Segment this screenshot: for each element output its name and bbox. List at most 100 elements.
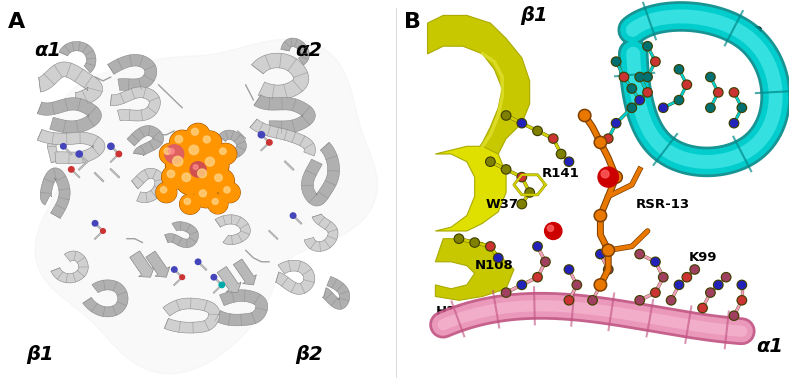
Circle shape <box>737 296 746 305</box>
Circle shape <box>739 297 746 304</box>
Polygon shape <box>40 168 70 218</box>
Circle shape <box>164 148 170 154</box>
Circle shape <box>533 242 542 251</box>
Circle shape <box>589 297 596 304</box>
Circle shape <box>566 266 573 273</box>
Circle shape <box>635 249 645 259</box>
Text: α1: α1 <box>34 40 61 60</box>
Circle shape <box>713 280 723 290</box>
Circle shape <box>534 274 541 281</box>
Polygon shape <box>252 53 308 100</box>
Circle shape <box>495 254 502 261</box>
Text: β1: β1 <box>520 6 548 25</box>
Circle shape <box>723 274 730 281</box>
Circle shape <box>205 157 215 166</box>
Circle shape <box>596 280 605 290</box>
Circle shape <box>675 97 682 104</box>
Circle shape <box>193 165 198 169</box>
Circle shape <box>667 296 676 305</box>
Circle shape <box>108 143 114 149</box>
Circle shape <box>643 42 653 51</box>
Circle shape <box>635 95 645 105</box>
Polygon shape <box>127 126 163 156</box>
Circle shape <box>180 275 185 280</box>
Circle shape <box>487 158 494 165</box>
Circle shape <box>652 258 659 265</box>
Circle shape <box>635 72 645 82</box>
Circle shape <box>598 167 619 187</box>
Circle shape <box>691 266 698 273</box>
Polygon shape <box>436 239 514 300</box>
Circle shape <box>699 305 706 311</box>
Circle shape <box>580 111 589 120</box>
Polygon shape <box>436 146 506 231</box>
Circle shape <box>628 104 635 111</box>
Circle shape <box>267 140 272 145</box>
Circle shape <box>594 209 607 222</box>
Circle shape <box>209 169 234 193</box>
Circle shape <box>501 165 510 174</box>
Circle shape <box>604 266 611 273</box>
Circle shape <box>290 213 296 218</box>
Circle shape <box>683 274 690 281</box>
Polygon shape <box>163 298 220 333</box>
Circle shape <box>566 158 573 165</box>
Circle shape <box>564 157 574 166</box>
Circle shape <box>69 167 74 172</box>
Circle shape <box>200 152 228 179</box>
Circle shape <box>171 267 177 272</box>
Polygon shape <box>281 38 309 65</box>
Circle shape <box>739 104 746 111</box>
Circle shape <box>644 74 651 80</box>
Text: P95: P95 <box>645 136 673 149</box>
Circle shape <box>486 157 495 166</box>
Circle shape <box>219 282 225 288</box>
Circle shape <box>210 169 234 192</box>
Circle shape <box>487 243 494 250</box>
Circle shape <box>713 88 723 97</box>
Polygon shape <box>47 134 60 163</box>
Circle shape <box>705 72 715 82</box>
Circle shape <box>675 95 684 105</box>
Circle shape <box>517 199 526 209</box>
Circle shape <box>651 257 660 266</box>
Circle shape <box>729 311 739 320</box>
Circle shape <box>707 74 714 80</box>
Circle shape <box>518 174 525 181</box>
Text: β2: β2 <box>295 345 323 364</box>
Circle shape <box>182 173 191 181</box>
Circle shape <box>534 127 541 134</box>
Polygon shape <box>51 251 88 283</box>
Circle shape <box>92 221 98 226</box>
Circle shape <box>596 251 604 258</box>
Circle shape <box>643 88 653 97</box>
Circle shape <box>652 289 659 296</box>
Polygon shape <box>110 87 160 121</box>
Circle shape <box>636 74 643 80</box>
Circle shape <box>604 265 613 274</box>
Circle shape <box>224 187 230 193</box>
Polygon shape <box>234 259 256 285</box>
Circle shape <box>61 144 66 149</box>
Circle shape <box>627 84 637 93</box>
Circle shape <box>707 104 714 111</box>
Circle shape <box>501 288 510 297</box>
Circle shape <box>175 136 183 143</box>
Circle shape <box>721 273 731 282</box>
Circle shape <box>518 201 525 208</box>
Text: α1: α1 <box>756 337 783 356</box>
Circle shape <box>156 182 177 203</box>
Polygon shape <box>37 129 105 164</box>
Circle shape <box>604 246 613 255</box>
Circle shape <box>503 166 510 173</box>
Circle shape <box>548 225 554 231</box>
Text: H103: H103 <box>436 305 474 318</box>
Circle shape <box>675 281 682 288</box>
Circle shape <box>611 57 621 66</box>
Circle shape <box>564 265 574 274</box>
Circle shape <box>76 151 82 157</box>
Circle shape <box>186 124 210 146</box>
Circle shape <box>200 190 207 197</box>
Polygon shape <box>305 214 338 251</box>
Circle shape <box>651 57 660 66</box>
